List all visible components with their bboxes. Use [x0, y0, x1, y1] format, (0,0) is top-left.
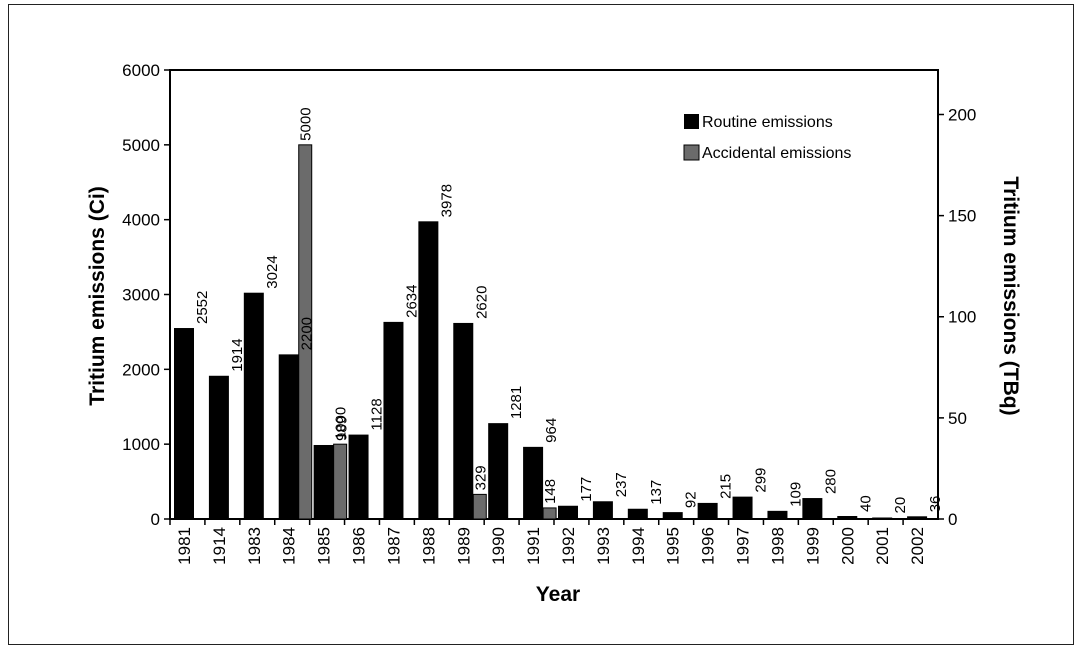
data-label-routine: 299: [753, 468, 770, 493]
x-tick-label: 1914: [210, 527, 229, 565]
x-axis-title: Year: [536, 583, 580, 606]
bar-routine: [174, 328, 194, 519]
data-label-routine: 1281: [508, 386, 525, 419]
x-tick-label: 1983: [245, 527, 264, 565]
data-label-routine: 3978: [438, 184, 455, 217]
y2-tick-label: 150: [948, 207, 976, 226]
bar-routine: [313, 444, 334, 519]
data-label-routine: 2552: [194, 291, 211, 324]
bar-routine: [383, 321, 404, 519]
bar-routine: [907, 516, 928, 519]
bar-routine: [627, 508, 648, 519]
x-tick-label: 2001: [873, 527, 892, 565]
x-tick-label: 1992: [559, 527, 578, 565]
data-label-routine: 1128: [369, 398, 386, 430]
bar-routine: [767, 510, 788, 519]
y-tick-label: 6000: [122, 61, 160, 80]
legend: Routine emissions Accidental emissions: [683, 114, 851, 162]
y-tick-label: 5000: [122, 136, 160, 155]
x-tick-label: 2002: [908, 527, 927, 565]
figure-frame: [8, 4, 1074, 645]
x-tick-label: 1997: [734, 527, 753, 565]
x-tick-label: 1985: [315, 527, 334, 565]
data-label-routine: 237: [613, 472, 630, 497]
legend-label-routine: Routine emissions: [702, 114, 833, 131]
y-axis-title: Tritium emissions (Ci): [86, 186, 109, 405]
data-label-routine: 40: [857, 495, 874, 512]
x-tick-label: 1998: [768, 527, 787, 565]
data-label-routine: 3024: [264, 255, 281, 288]
x-tick-label: 1996: [699, 527, 718, 565]
legend-swatch-routine: [684, 114, 699, 129]
bar-routine: [592, 501, 613, 519]
x-tick-label: 1999: [803, 527, 822, 565]
bar-routine: [348, 434, 369, 519]
data-label-routine: 1914: [229, 338, 246, 371]
data-label-accidental: 148: [542, 479, 559, 504]
data-label-routine: 109: [787, 482, 804, 507]
x-tick-label: 1995: [664, 527, 683, 565]
y-tick-label: 3000: [122, 286, 160, 305]
bar-routine: [453, 322, 474, 519]
data-label-routine: 36: [927, 496, 944, 513]
x-tick-label: 1994: [629, 527, 648, 565]
data-label-accidental: 1000: [333, 407, 350, 440]
x-tick-label: 1989: [454, 527, 473, 565]
y2-tick-label: 100: [948, 308, 976, 327]
bar-routine: [208, 375, 229, 519]
bar-routine: [697, 502, 718, 519]
bar-accidental: [333, 443, 348, 520]
y-tick-label: 0: [151, 510, 160, 529]
y2-tick-label: 200: [948, 105, 976, 124]
x-tick-label: 1990: [489, 527, 508, 565]
x-tick-label: 1993: [594, 527, 613, 565]
data-label-accidental: 5000: [298, 107, 315, 140]
data-label-routine: 964: [543, 418, 560, 443]
bar-routine: [802, 498, 823, 519]
y-tick-label: 1000: [122, 435, 160, 454]
x-tick-label: 1981: [175, 527, 194, 565]
bar-routine: [243, 292, 264, 519]
legend-swatch-accidental: [683, 144, 700, 161]
bar-routine: [872, 517, 893, 519]
y2-axis-title: Tritium emissions (TBq): [999, 176, 1022, 415]
bar-routine: [662, 512, 683, 519]
y-tick-label: 2000: [122, 360, 160, 379]
bar-routine: [278, 354, 299, 519]
data-label-routine: 20: [892, 497, 909, 514]
x-tick-label: 1987: [384, 527, 403, 565]
x-tick-label: 1991: [524, 527, 543, 565]
bar-accidental: [298, 144, 313, 520]
y2-tick-label: 50: [948, 409, 967, 428]
y2-tick-label: 0: [948, 510, 957, 529]
legend-label-accidental: Accidental emissions: [702, 145, 851, 162]
data-label-routine: 989: [334, 416, 351, 441]
bar-routine: [488, 423, 509, 519]
data-label-accidental: 329: [472, 465, 489, 490]
bar-routine: [523, 446, 544, 519]
x-tick-label: 1988: [419, 527, 438, 565]
data-label-routine: 137: [648, 480, 665, 505]
x-tick-label: 1986: [350, 527, 369, 565]
data-label-routine: 92: [683, 491, 700, 508]
data-label-routine: 215: [718, 474, 735, 499]
x-tick-label: 1984: [280, 527, 299, 565]
data-label-routine: 2200: [299, 317, 316, 350]
data-label-routine: 280: [822, 469, 839, 494]
bar-accidental: [542, 507, 557, 520]
bar-routine: [418, 221, 439, 520]
data-label-routine: 2634: [403, 285, 420, 318]
bar-routine: [837, 516, 858, 519]
bar-routine: [732, 496, 753, 519]
x-tick-label: 2000: [838, 527, 857, 565]
bar-accidental: [472, 493, 487, 520]
y-tick-label: 4000: [122, 211, 160, 230]
data-label-routine: 177: [578, 477, 595, 502]
data-label-routine: 2620: [473, 286, 490, 319]
bar-routine: [558, 505, 578, 519]
